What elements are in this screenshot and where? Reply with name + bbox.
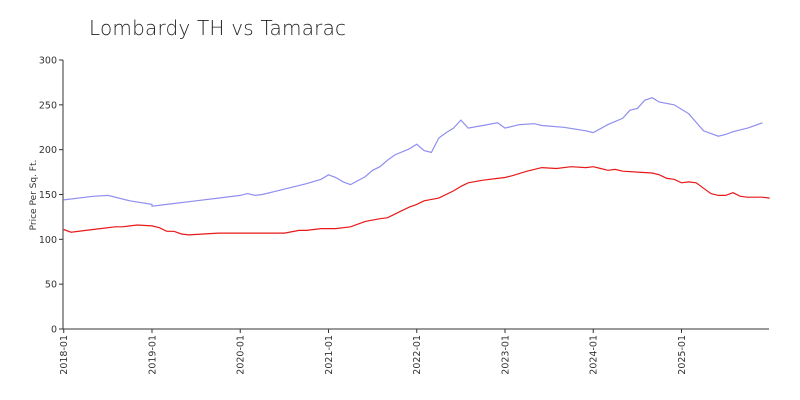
- series-line-1: [63, 97, 763, 207]
- x-tick-label: 2019-01: [147, 335, 158, 375]
- x-tick-label: 2018-01: [59, 335, 70, 375]
- chart-title: Lombardy TH vs Tamarac: [89, 16, 347, 40]
- y-tick-label: 0: [51, 325, 57, 336]
- series-line-2: [63, 166, 770, 236]
- x-tick-label: 2024-01: [589, 335, 600, 375]
- y-tick-label: 300: [39, 56, 57, 67]
- y-tick-label: 100: [39, 235, 57, 246]
- x-tick-label: 2021-01: [324, 335, 335, 375]
- chart-axes: 0 50 100 150 200 250 300 2018-01 2019-01 2020-01 2…: [39, 56, 769, 375]
- x-tick-label: 2020-01: [236, 335, 247, 375]
- y-tick-label: 250: [39, 100, 57, 111]
- y-tick-label: 150: [39, 190, 57, 201]
- y-tick-label: 50: [45, 280, 57, 291]
- y-tick-label: 200: [39, 145, 57, 156]
- x-tick-label: 2022-01: [412, 335, 423, 375]
- x-tick-label: 2025-01: [677, 335, 688, 375]
- x-tick-label: 2023-01: [500, 335, 511, 375]
- chart-series: [63, 97, 770, 236]
- y-axis-label: Price Per Sq. Ft.: [29, 160, 39, 231]
